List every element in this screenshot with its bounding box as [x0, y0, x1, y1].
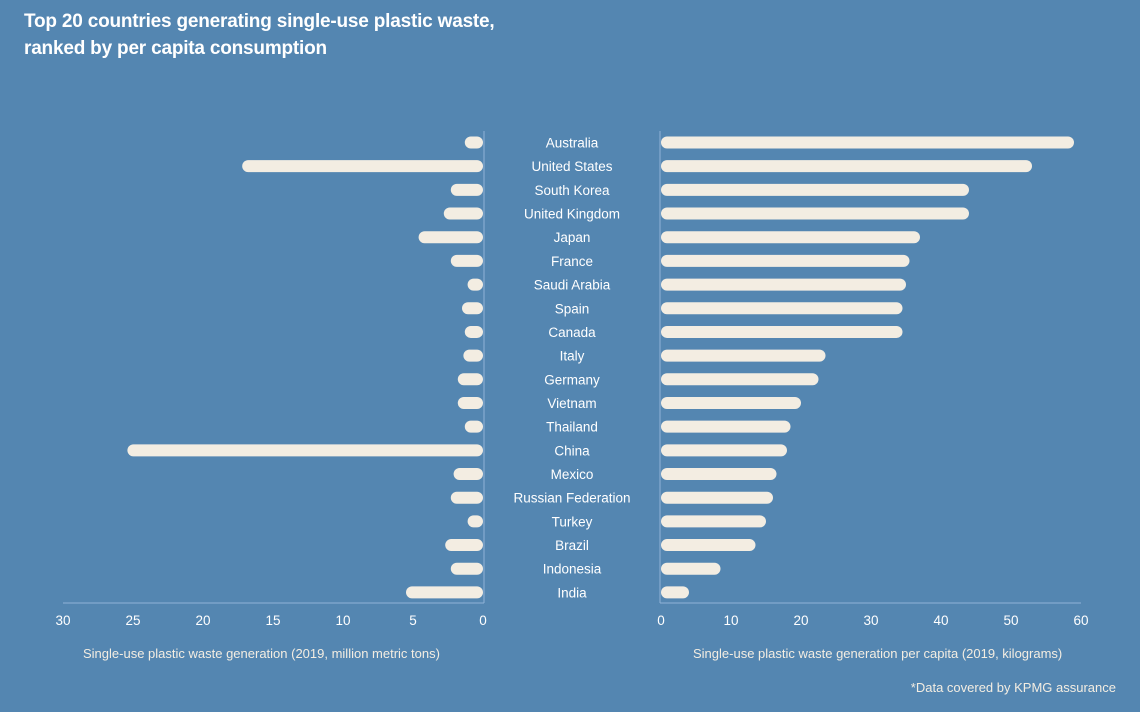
- country-label-france: France: [551, 254, 593, 269]
- left-bar-australia: [464, 136, 483, 149]
- right-bar-china: [661, 444, 787, 457]
- right-axis-title: Single-use plastic waste generation per …: [693, 646, 1063, 661]
- left-bar-mexico: [453, 468, 483, 481]
- country-label-mexico: Mexico: [551, 467, 594, 482]
- left-bar-turkey: [467, 515, 483, 528]
- left-tick-label-0: 0: [479, 613, 487, 628]
- country-label-russian-federation: Russian Federation: [513, 491, 630, 506]
- chart-title-line-2: ranked by per capita consumption: [24, 38, 327, 59]
- right-tick-label-40: 40: [933, 613, 948, 628]
- country-label-germany: Germany: [544, 372, 600, 387]
- country-label-china: China: [554, 443, 590, 458]
- country-label-indonesia: Indonesia: [543, 562, 602, 577]
- chart-title: Top 20 countries generating single-use p…: [24, 8, 664, 62]
- left-tick-label-15: 15: [265, 613, 280, 628]
- left-bar-south-korea: [450, 183, 483, 196]
- country-label-brazil: Brazil: [555, 538, 589, 553]
- left-bar-italy: [463, 349, 483, 362]
- right-tick-label-0: 0: [657, 613, 665, 628]
- right-tick-label-30: 30: [863, 613, 878, 628]
- left-bar-vietnam: [457, 396, 483, 409]
- left-tick-label-10: 10: [335, 613, 350, 628]
- right-bar-south-korea: [661, 183, 969, 196]
- right-tick-label-50: 50: [1003, 613, 1018, 628]
- right-bar-indonesia: [661, 562, 721, 575]
- right-bar-canada: [661, 325, 903, 338]
- left-bar-spain: [462, 302, 483, 315]
- country-label-south-korea: South Korea: [534, 183, 610, 198]
- country-label-canada: Canada: [548, 325, 596, 340]
- chart-title-line-1: Top 20 countries generating single-use p…: [24, 11, 495, 32]
- left-bar-united-states: [242, 160, 483, 173]
- left-axis-title: Single-use plastic waste generation (201…: [83, 646, 440, 661]
- left-bar-germany: [457, 373, 483, 386]
- country-label-saudi-arabia: Saudi Arabia: [534, 278, 611, 293]
- left-bar-japan: [418, 231, 483, 244]
- left-bar-brazil: [445, 539, 483, 552]
- right-bar-italy: [661, 349, 826, 362]
- right-tick-label-20: 20: [793, 613, 808, 628]
- left-tick-label-20: 20: [195, 613, 210, 628]
- left-tick-label-5: 5: [409, 613, 417, 628]
- right-bar-france: [661, 254, 910, 267]
- right-bar-india: [661, 586, 689, 599]
- country-label-united-kingdom: United Kingdom: [524, 207, 620, 222]
- right-tick-label-10: 10: [723, 613, 738, 628]
- right-bar-saudi-arabia: [661, 278, 906, 291]
- left-bar-indonesia: [450, 562, 483, 575]
- left-bar-china: [127, 444, 484, 457]
- left-bar-france: [450, 254, 483, 267]
- right-bar-japan: [661, 231, 920, 244]
- right-bar-australia: [661, 136, 1074, 149]
- right-bar-brazil: [661, 539, 756, 552]
- left-tick-label-25: 25: [125, 613, 140, 628]
- country-label-japan: Japan: [554, 230, 591, 245]
- left-bar-russian-federation: [450, 491, 483, 504]
- country-label-thailand: Thailand: [546, 420, 598, 435]
- left-bar-united-kingdom: [443, 207, 483, 220]
- right-bar-united-kingdom: [661, 207, 969, 220]
- right-bar-united-states: [661, 160, 1032, 173]
- left-bar-thailand: [464, 420, 483, 433]
- left-bar-saudi-arabia: [467, 278, 483, 291]
- country-label-vietnam: Vietnam: [547, 396, 596, 411]
- right-bar-russian-federation: [661, 491, 773, 504]
- right-tick-label-60: 60: [1073, 613, 1088, 628]
- country-label-turkey: Turkey: [552, 514, 593, 529]
- right-bar-germany: [661, 373, 819, 386]
- left-bar-india: [406, 586, 483, 599]
- left-tick-label-30: 30: [55, 613, 70, 628]
- left-bar-canada: [464, 325, 483, 338]
- country-label-australia: Australia: [546, 136, 599, 151]
- right-bar-mexico: [661, 468, 777, 481]
- country-label-india: India: [557, 585, 587, 600]
- footnote: *Data covered by KPMG assurance: [910, 680, 1116, 695]
- country-label-spain: Spain: [555, 301, 590, 316]
- country-label-united-states: United States: [531, 159, 612, 174]
- right-bar-turkey: [661, 515, 766, 528]
- country-label-italy: Italy: [560, 349, 585, 364]
- right-bar-spain: [661, 302, 903, 315]
- right-bar-thailand: [661, 420, 791, 433]
- right-bar-vietnam: [661, 396, 801, 409]
